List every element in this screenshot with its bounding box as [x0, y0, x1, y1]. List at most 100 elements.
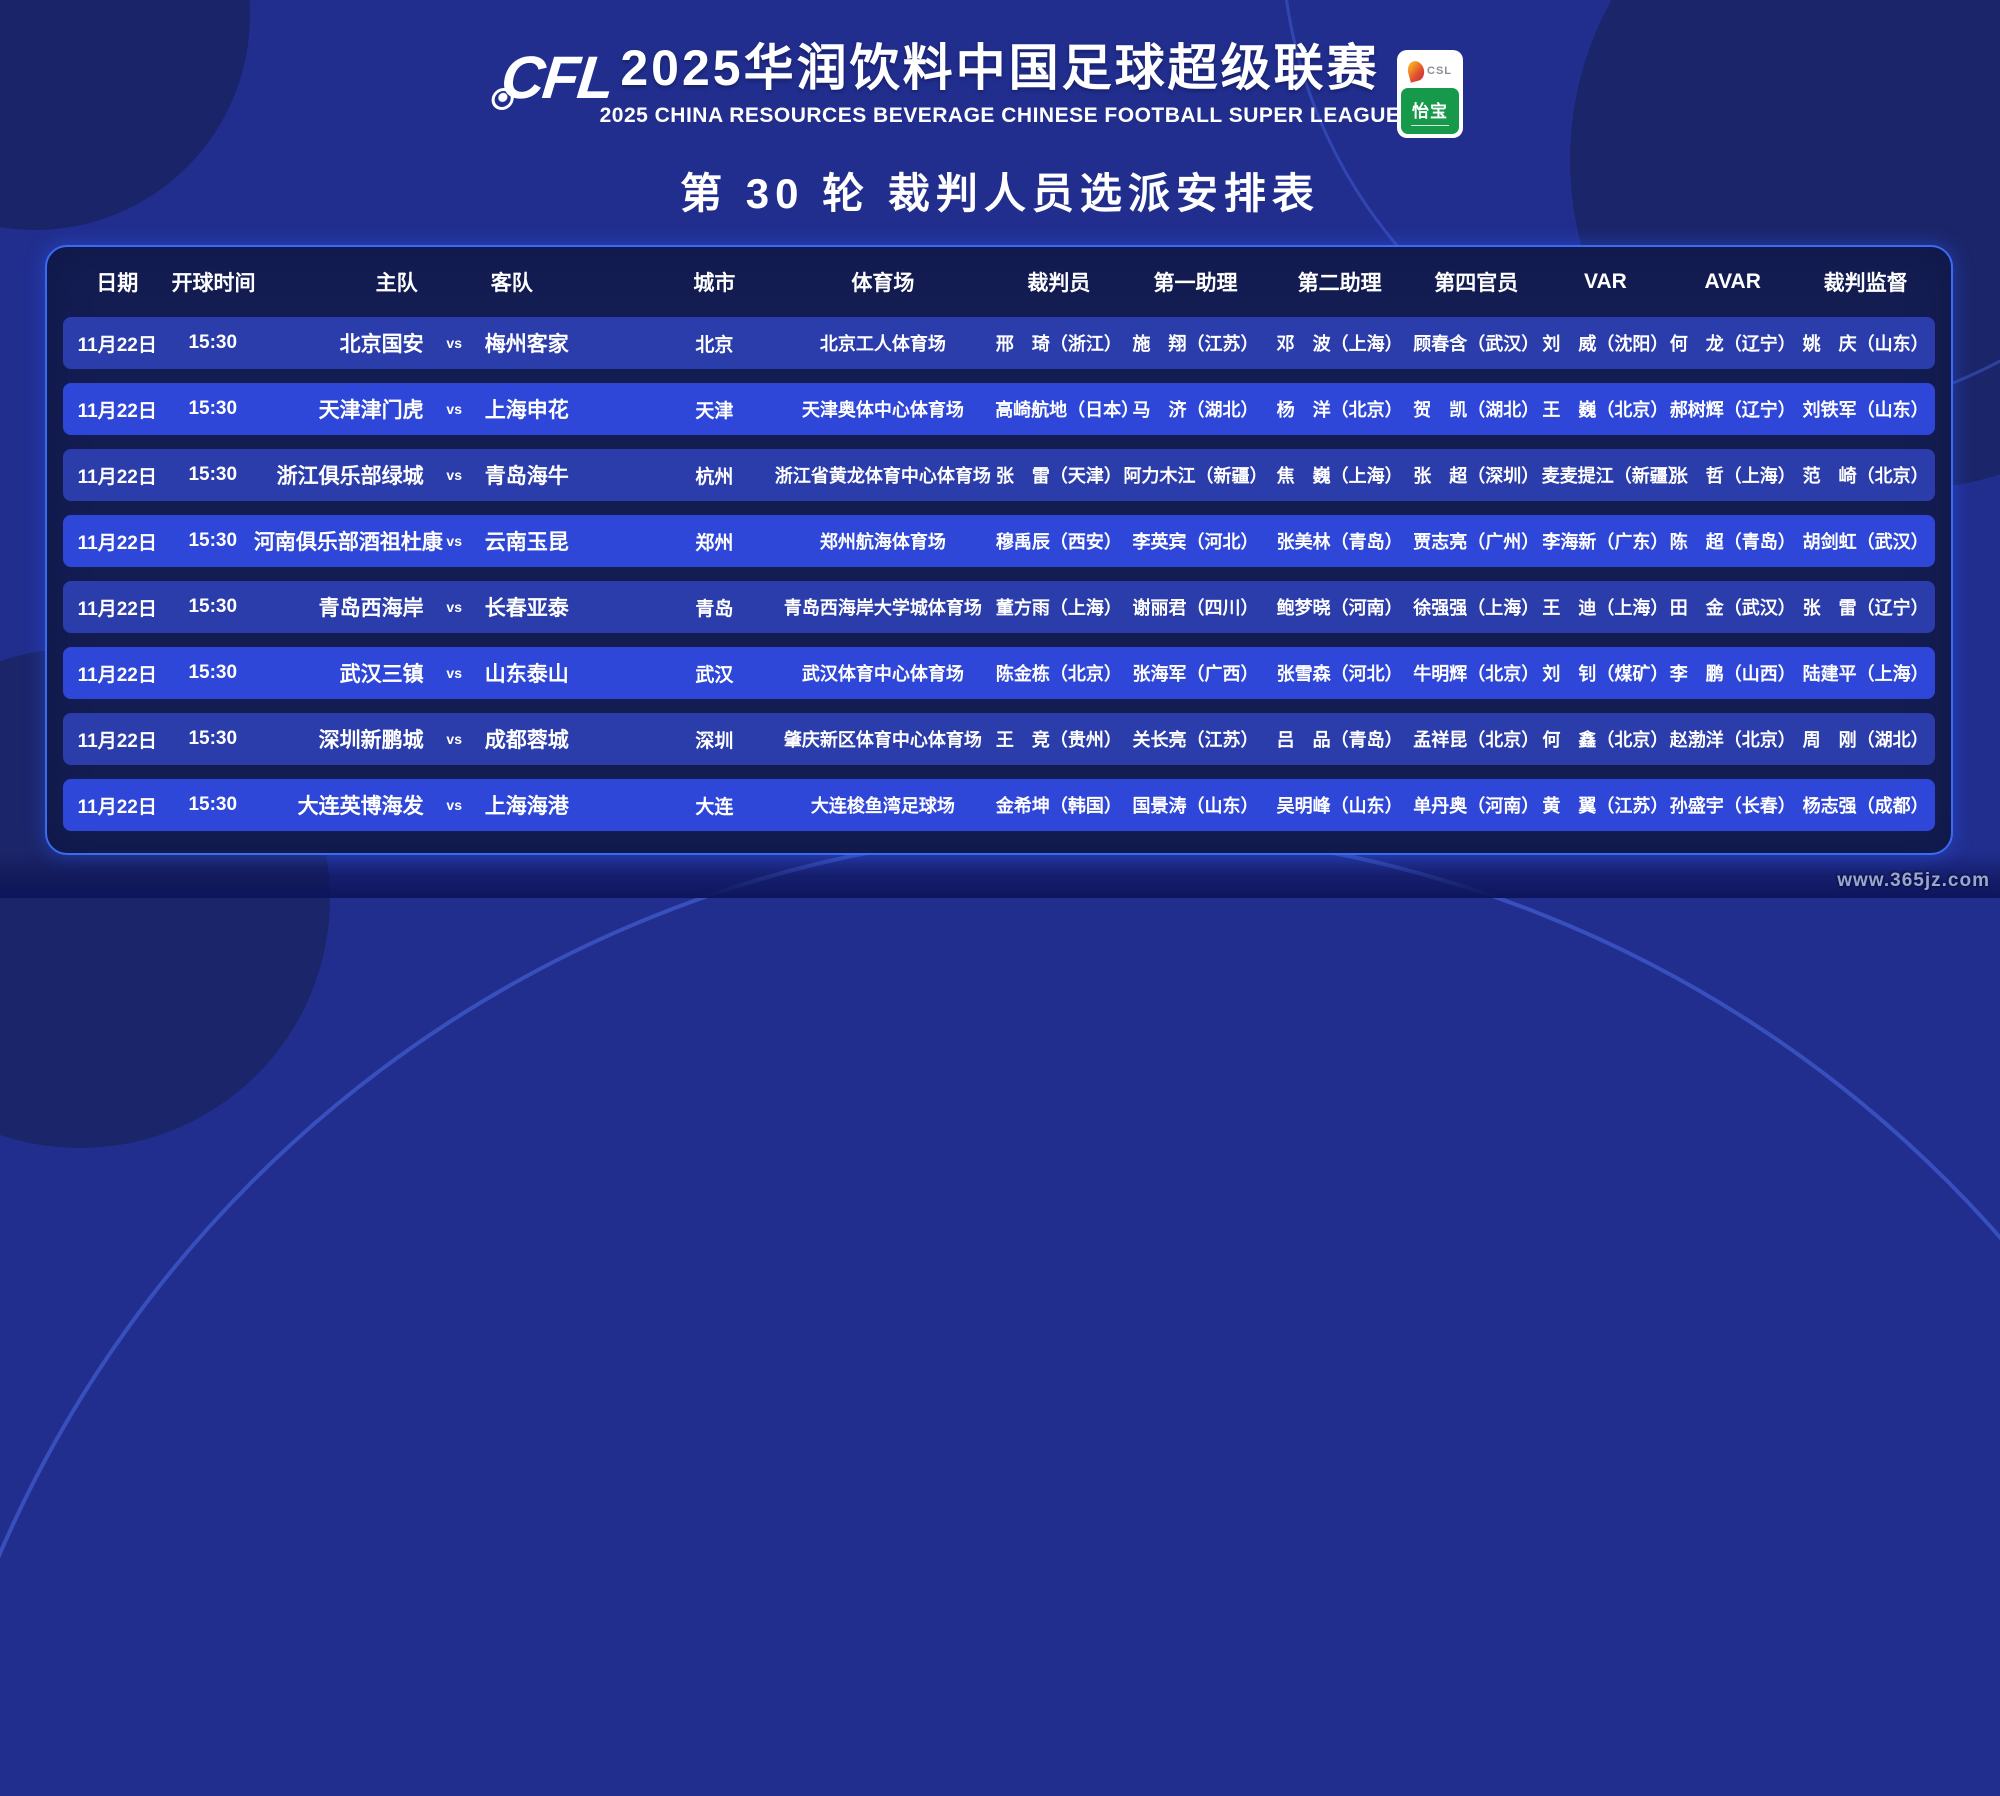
away-team: 山东泰山	[484, 663, 569, 686]
table-body: 11月22日 15:30 北京国安 vs 梅州客家 北京 北京工人体育场 邢 琦…	[63, 317, 1935, 831]
table-row: 11月22日 15:30 青岛西海岸 vs 长春亚泰 青岛 青岛西海岸大学城体育…	[63, 581, 1935, 633]
stadium: 青岛西海岸大学城体育场	[783, 598, 982, 618]
avar-official: 田 金（武汉）	[1669, 598, 1796, 618]
col-header-avar: AVAR	[1704, 270, 1761, 293]
col-header-city: 城市	[693, 272, 736, 295]
referee: 王 竞（贵州）	[995, 730, 1122, 750]
col-header-fourth-official: 第四官员	[1434, 272, 1519, 295]
referee: 董方雨（上海）	[995, 598, 1122, 618]
second-assistant: 张美林（青岛）	[1276, 532, 1403, 552]
var-official: 李海新（广东）	[1542, 532, 1669, 552]
home-team: 大连英博海发	[297, 795, 424, 818]
second-assistant: 杨 洋（北京）	[1276, 400, 1403, 420]
watermark: www.365jz.com	[1837, 870, 1990, 891]
kickoff-time: 15:30	[188, 332, 238, 353]
page-subtitle-en: 2025 CHINA RESOURCES BEVERAGE CHINESE FO…	[599, 103, 1401, 127]
referee: 穆禹辰（西安）	[995, 532, 1122, 552]
first-assistant: 阿力木江（新疆）	[1123, 466, 1268, 486]
col-header-var: VAR	[1584, 270, 1627, 293]
first-assistant: 谢丽君（四川）	[1132, 598, 1259, 618]
vs-label: vs	[446, 599, 462, 615]
match-date: 11月22日	[77, 400, 157, 422]
home-team: 青岛西海岸	[318, 597, 424, 620]
round-title: 第 30 轮 裁判人员选派安排表	[680, 170, 1320, 217]
table-header-row: 日期 开球时间 主队 客队 城市 体育场 裁判员 第一助理 第二助理 第四官员 …	[63, 247, 1935, 317]
col-header-away-team: 客队	[490, 272, 533, 295]
var-official: 刘 钊（煤矿）	[1542, 664, 1669, 684]
home-team: 河南俱乐部酒祖杜康	[253, 531, 443, 554]
header: 2025华润饮料中国足球超级联赛 2025 CHINA RESOURCES BE…	[0, 40, 2000, 128]
kickoff-time: 15:30	[188, 398, 238, 419]
avar-official: 张 哲（上海）	[1669, 466, 1796, 486]
referee-supervisor: 陆建平（上海）	[1802, 664, 1929, 684]
first-assistant: 关长亮（江苏）	[1132, 730, 1259, 750]
city: 北京	[695, 334, 734, 356]
csl-label: CSL	[1427, 65, 1452, 77]
vs-label: vs	[446, 335, 462, 351]
kickoff-time: 15:30	[188, 530, 238, 551]
away-team: 青岛海牛	[484, 465, 569, 488]
bottom-gradient-band	[0, 852, 2000, 898]
kickoff-time: 15:30	[188, 794, 238, 815]
match-date: 11月22日	[77, 796, 157, 818]
avar-official: 李 鹏（山西）	[1669, 664, 1796, 684]
away-team: 云南玉昆	[484, 531, 569, 554]
col-header-supervisor: 裁判监督	[1823, 272, 1908, 295]
table-row: 11月22日 15:30 大连英博海发 vs 上海海港 大连 大连梭鱼湾足球场 …	[63, 779, 1935, 831]
table-row: 11月22日 15:30 北京国安 vs 梅州客家 北京 北京工人体育场 邢 琦…	[63, 317, 1935, 369]
city: 郑州	[695, 532, 734, 554]
kickoff-time: 15:30	[188, 662, 238, 683]
away-team: 梅州客家	[484, 333, 569, 356]
stadium: 浙江省黄龙体育中心体育场	[774, 466, 991, 486]
var-official: 麦麦提江（新疆）	[1541, 466, 1686, 486]
badge-divider	[1411, 124, 1449, 126]
first-assistant: 施 翔（江苏）	[1132, 334, 1259, 354]
referee: 金希坤（韩国）	[995, 796, 1122, 816]
match-date: 11月22日	[77, 466, 157, 488]
col-header-kickoff-time: 开球时间	[171, 272, 256, 295]
sponsor-brand-label: 怡宝	[1412, 101, 1448, 121]
city: 青岛	[695, 598, 734, 620]
referee: 高崎航地（日本）	[995, 400, 1140, 420]
home-team: 北京国安	[339, 333, 424, 356]
csl-flame-icon	[1405, 59, 1427, 83]
avar-official: 孙盛宇（长春）	[1669, 796, 1796, 816]
referee-supervisor: 周 刚（湖北）	[1802, 730, 1929, 750]
match-date: 11月22日	[77, 532, 157, 554]
stadium: 武汉体育中心体育场	[801, 664, 964, 684]
referee-assignment-table: 日期 开球时间 主队 客队 城市 体育场 裁判员 第一助理 第二助理 第四官员 …	[45, 245, 1953, 855]
stadium: 大连梭鱼湾足球场	[810, 796, 955, 816]
vs-label: vs	[446, 665, 462, 681]
table-row: 11月22日 15:30 浙江俱乐部绿城 vs 青岛海牛 杭州 浙江省黄龙体育中…	[63, 449, 1935, 501]
second-assistant: 焦 巍（上海）	[1276, 466, 1403, 486]
avar-official: 陈 超（青岛）	[1669, 532, 1796, 552]
home-team: 武汉三镇	[339, 663, 424, 686]
city: 天津	[695, 400, 734, 422]
referee: 张 雷（天津）	[995, 466, 1122, 486]
col-header-assistant2: 第二助理	[1297, 272, 1382, 295]
fourth-official: 张 超（深圳）	[1413, 466, 1540, 486]
away-team: 上海申花	[484, 399, 569, 422]
fourth-official: 贺 凯（湖北）	[1413, 400, 1540, 420]
csl-badge-top: CSL	[1401, 54, 1459, 88]
first-assistant: 国景涛（山东）	[1132, 796, 1259, 816]
away-team: 成都蓉城	[484, 729, 569, 752]
avar-official: 郝树辉（辽宁）	[1669, 400, 1796, 420]
referee: 邢 琦（浙江）	[995, 334, 1122, 354]
referee-supervisor: 张 雷（辽宁）	[1802, 598, 1929, 618]
vs-label: vs	[446, 467, 462, 483]
var-official: 刘 威（沈阳）	[1542, 334, 1669, 354]
second-assistant: 吕 品（青岛）	[1276, 730, 1403, 750]
page-title: 2025华润饮料中国足球超级联赛	[620, 40, 1380, 96]
vs-label: vs	[446, 533, 462, 549]
csl-sponsor-badge: CSL 怡宝	[1397, 50, 1463, 138]
first-assistant: 张海军（广西）	[1132, 664, 1259, 684]
kickoff-time: 15:30	[188, 728, 238, 749]
away-team: 上海海港	[484, 795, 569, 818]
match-date: 11月22日	[77, 334, 157, 356]
city: 深圳	[695, 730, 734, 752]
home-team: 深圳新鹏城	[318, 729, 424, 752]
table-row: 11月22日 15:30 深圳新鹏城 vs 成都蓉城 深圳 肇庆新区体育中心体育…	[63, 713, 1935, 765]
fourth-official: 徐强强（上海）	[1413, 598, 1540, 618]
col-header-referee: 裁判员	[1027, 272, 1091, 295]
